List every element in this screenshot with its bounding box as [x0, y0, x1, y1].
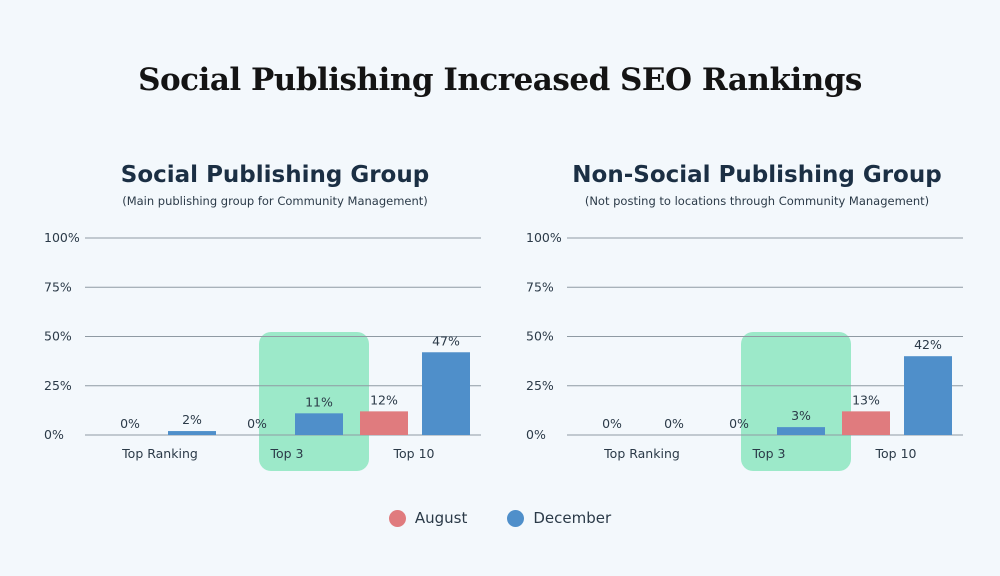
chart-panel-2: Non-Social Publishing Group (Not posting …	[526, 162, 963, 471]
main-title: Social Publishing Increased SEO Rankings	[138, 62, 862, 98]
legend-label-december: December	[533, 509, 612, 527]
legend-item-august: August	[388, 509, 468, 527]
legend: August December	[0, 509, 1000, 527]
chart-title: Non-Social Publishing Group	[572, 162, 941, 188]
data-label: 3%	[791, 408, 811, 423]
y-tick-label: 75%	[44, 279, 72, 294]
bar-august	[842, 411, 890, 435]
y-tick-label: 25%	[44, 378, 72, 393]
x-category-label: Top 3	[269, 446, 303, 461]
data-label: 0%	[602, 416, 622, 431]
bar-december	[295, 413, 343, 435]
data-label: 0%	[247, 416, 267, 431]
bar-august	[360, 411, 408, 435]
data-label: 0%	[120, 416, 140, 431]
data-label: 12%	[370, 392, 398, 407]
data-label: 47%	[432, 333, 460, 348]
chart-title: Social Publishing Group	[121, 162, 429, 188]
data-label: 2%	[182, 412, 202, 427]
x-category-label: Top 3	[751, 446, 785, 461]
legend-swatch-august	[388, 509, 406, 527]
y-tick-label: 100%	[526, 230, 562, 245]
bar-december	[777, 427, 825, 435]
chart-subtitle: (Not posting to locations through Commun…	[585, 194, 929, 208]
chart-panel-1: Social Publishing Group (Main publishing …	[44, 162, 481, 471]
y-tick-label: 50%	[526, 329, 554, 344]
legend-label-august: August	[414, 509, 468, 527]
x-category-label: Top Ranking	[603, 446, 680, 461]
bar-december	[168, 431, 216, 435]
data-label: 11%	[305, 394, 333, 409]
chart-subtitle: (Main publishing group for Community Man…	[122, 194, 428, 208]
y-tick-label: 0%	[526, 427, 546, 442]
data-label: 42%	[914, 337, 942, 352]
x-category-label: Top 10	[875, 446, 917, 461]
data-label: 0%	[664, 416, 684, 431]
x-category-label: Top 10	[393, 446, 435, 461]
y-tick-label: 50%	[44, 329, 72, 344]
data-label: 13%	[852, 392, 880, 407]
legend-item-december: December	[507, 509, 611, 527]
legend-swatch-december	[507, 509, 525, 527]
y-tick-label: 75%	[526, 279, 554, 294]
highlight-band	[259, 332, 369, 471]
y-tick-label: 100%	[44, 230, 80, 245]
highlight-band	[741, 332, 851, 471]
bar-december	[422, 352, 470, 435]
data-label: 0%	[729, 416, 749, 431]
y-tick-label: 25%	[526, 378, 554, 393]
x-category-label: Top Ranking	[121, 446, 198, 461]
bar-december	[904, 356, 952, 435]
y-tick-label: 0%	[44, 427, 64, 442]
